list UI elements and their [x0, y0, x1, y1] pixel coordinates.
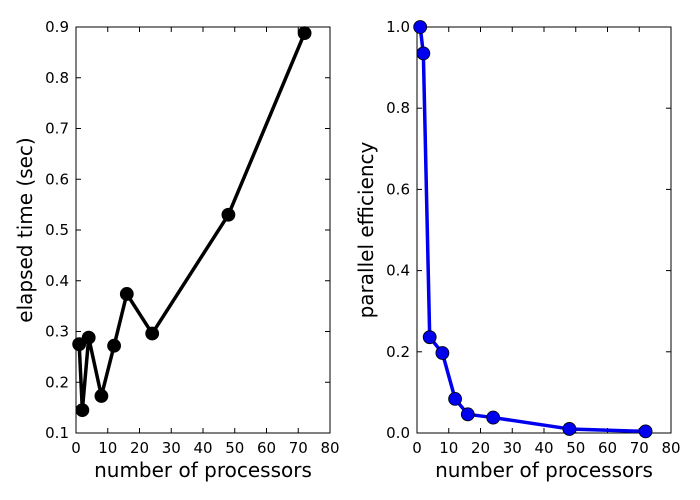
x-tick-label: 80 [661, 439, 680, 457]
y-tick-label: 0.6 [45, 170, 69, 188]
data-point [107, 338, 121, 353]
y-tick-label: 0.5 [45, 221, 69, 239]
x-tick-label: 70 [630, 439, 649, 457]
parallel-efficiency-axes-frame [416, 26, 672, 434]
y-tick-label: 0.4 [386, 262, 410, 280]
data-point [486, 410, 501, 425]
y-tick-label: 0.6 [386, 180, 410, 198]
x-tick-label: 10 [439, 439, 458, 457]
y-tick-label: 0.1 [45, 424, 69, 442]
x-tick-label: 20 [130, 439, 149, 457]
data-point [72, 337, 87, 352]
y-tick-label: 0.8 [45, 69, 69, 87]
x-tick-label: 60 [257, 439, 276, 457]
x-tick-label: 0 [71, 439, 81, 457]
data-point [297, 26, 312, 40]
elapsed-time-plot: 0 10 20 30 40 50 60 70 80 0.1 0.2 0.3 0.4 0.5 0.6 0.7 0.… [13, 18, 340, 482]
data-point [119, 287, 134, 301]
data-point [416, 46, 431, 61]
series-line [418, 26, 646, 434]
data-point [81, 330, 96, 345]
data-point [75, 403, 90, 418]
x-tick-label: 30 [503, 439, 522, 457]
data-point [94, 389, 109, 403]
data-point [413, 20, 428, 34]
x-tick-label: 50 [225, 439, 244, 457]
data-series [72, 26, 312, 418]
parallel-efficiency-plot: 0 10 20 30 40 50 60 70 80 0.0 0.2 0.4 0.6 0.8 1.0 numbe… [354, 18, 681, 482]
x-tick-label: 0 [412, 439, 422, 457]
x-tick-label: 40 [534, 439, 553, 457]
x-tick-label: 70 [289, 439, 308, 457]
x-tick-label: 40 [193, 439, 212, 457]
series-line [77, 32, 307, 412]
x-tick-label: 80 [320, 439, 339, 457]
x-tick-label: 50 [566, 439, 585, 457]
x-tick-label: 10 [98, 439, 117, 457]
data-point [435, 346, 450, 360]
elapsed-time-axes-frame [75, 26, 331, 434]
y-axis-label: parallel efficiency [354, 141, 378, 318]
data-point [562, 422, 577, 436]
y-tick-label: 0.8 [386, 99, 410, 117]
x-tick-label: 60 [598, 439, 617, 457]
x-axis-label: number of processors [435, 458, 653, 482]
data-point [145, 326, 160, 341]
data-point [221, 207, 236, 222]
y-tick-label: 0.9 [45, 18, 69, 36]
data-series [413, 20, 653, 439]
y-tick-label: 1.0 [386, 18, 410, 36]
x-tick-label: 30 [162, 439, 181, 457]
y-tick-label: 0.0 [386, 424, 410, 442]
x-axis-label: number of processors [94, 458, 312, 482]
data-point [460, 407, 475, 422]
y-tick-label: 0.2 [45, 373, 69, 391]
x-tick-label: 20 [471, 439, 490, 457]
data-point [422, 330, 437, 345]
y-axis-label: elapsed time (sec) [13, 137, 37, 322]
y-tick-label: 0.7 [45, 120, 69, 138]
y-tick-label: 0.4 [45, 272, 69, 290]
y-tick-label: 0.2 [386, 343, 410, 361]
data-point [638, 424, 653, 439]
data-point [448, 391, 463, 406]
y-tick-label: 0.3 [45, 323, 69, 341]
